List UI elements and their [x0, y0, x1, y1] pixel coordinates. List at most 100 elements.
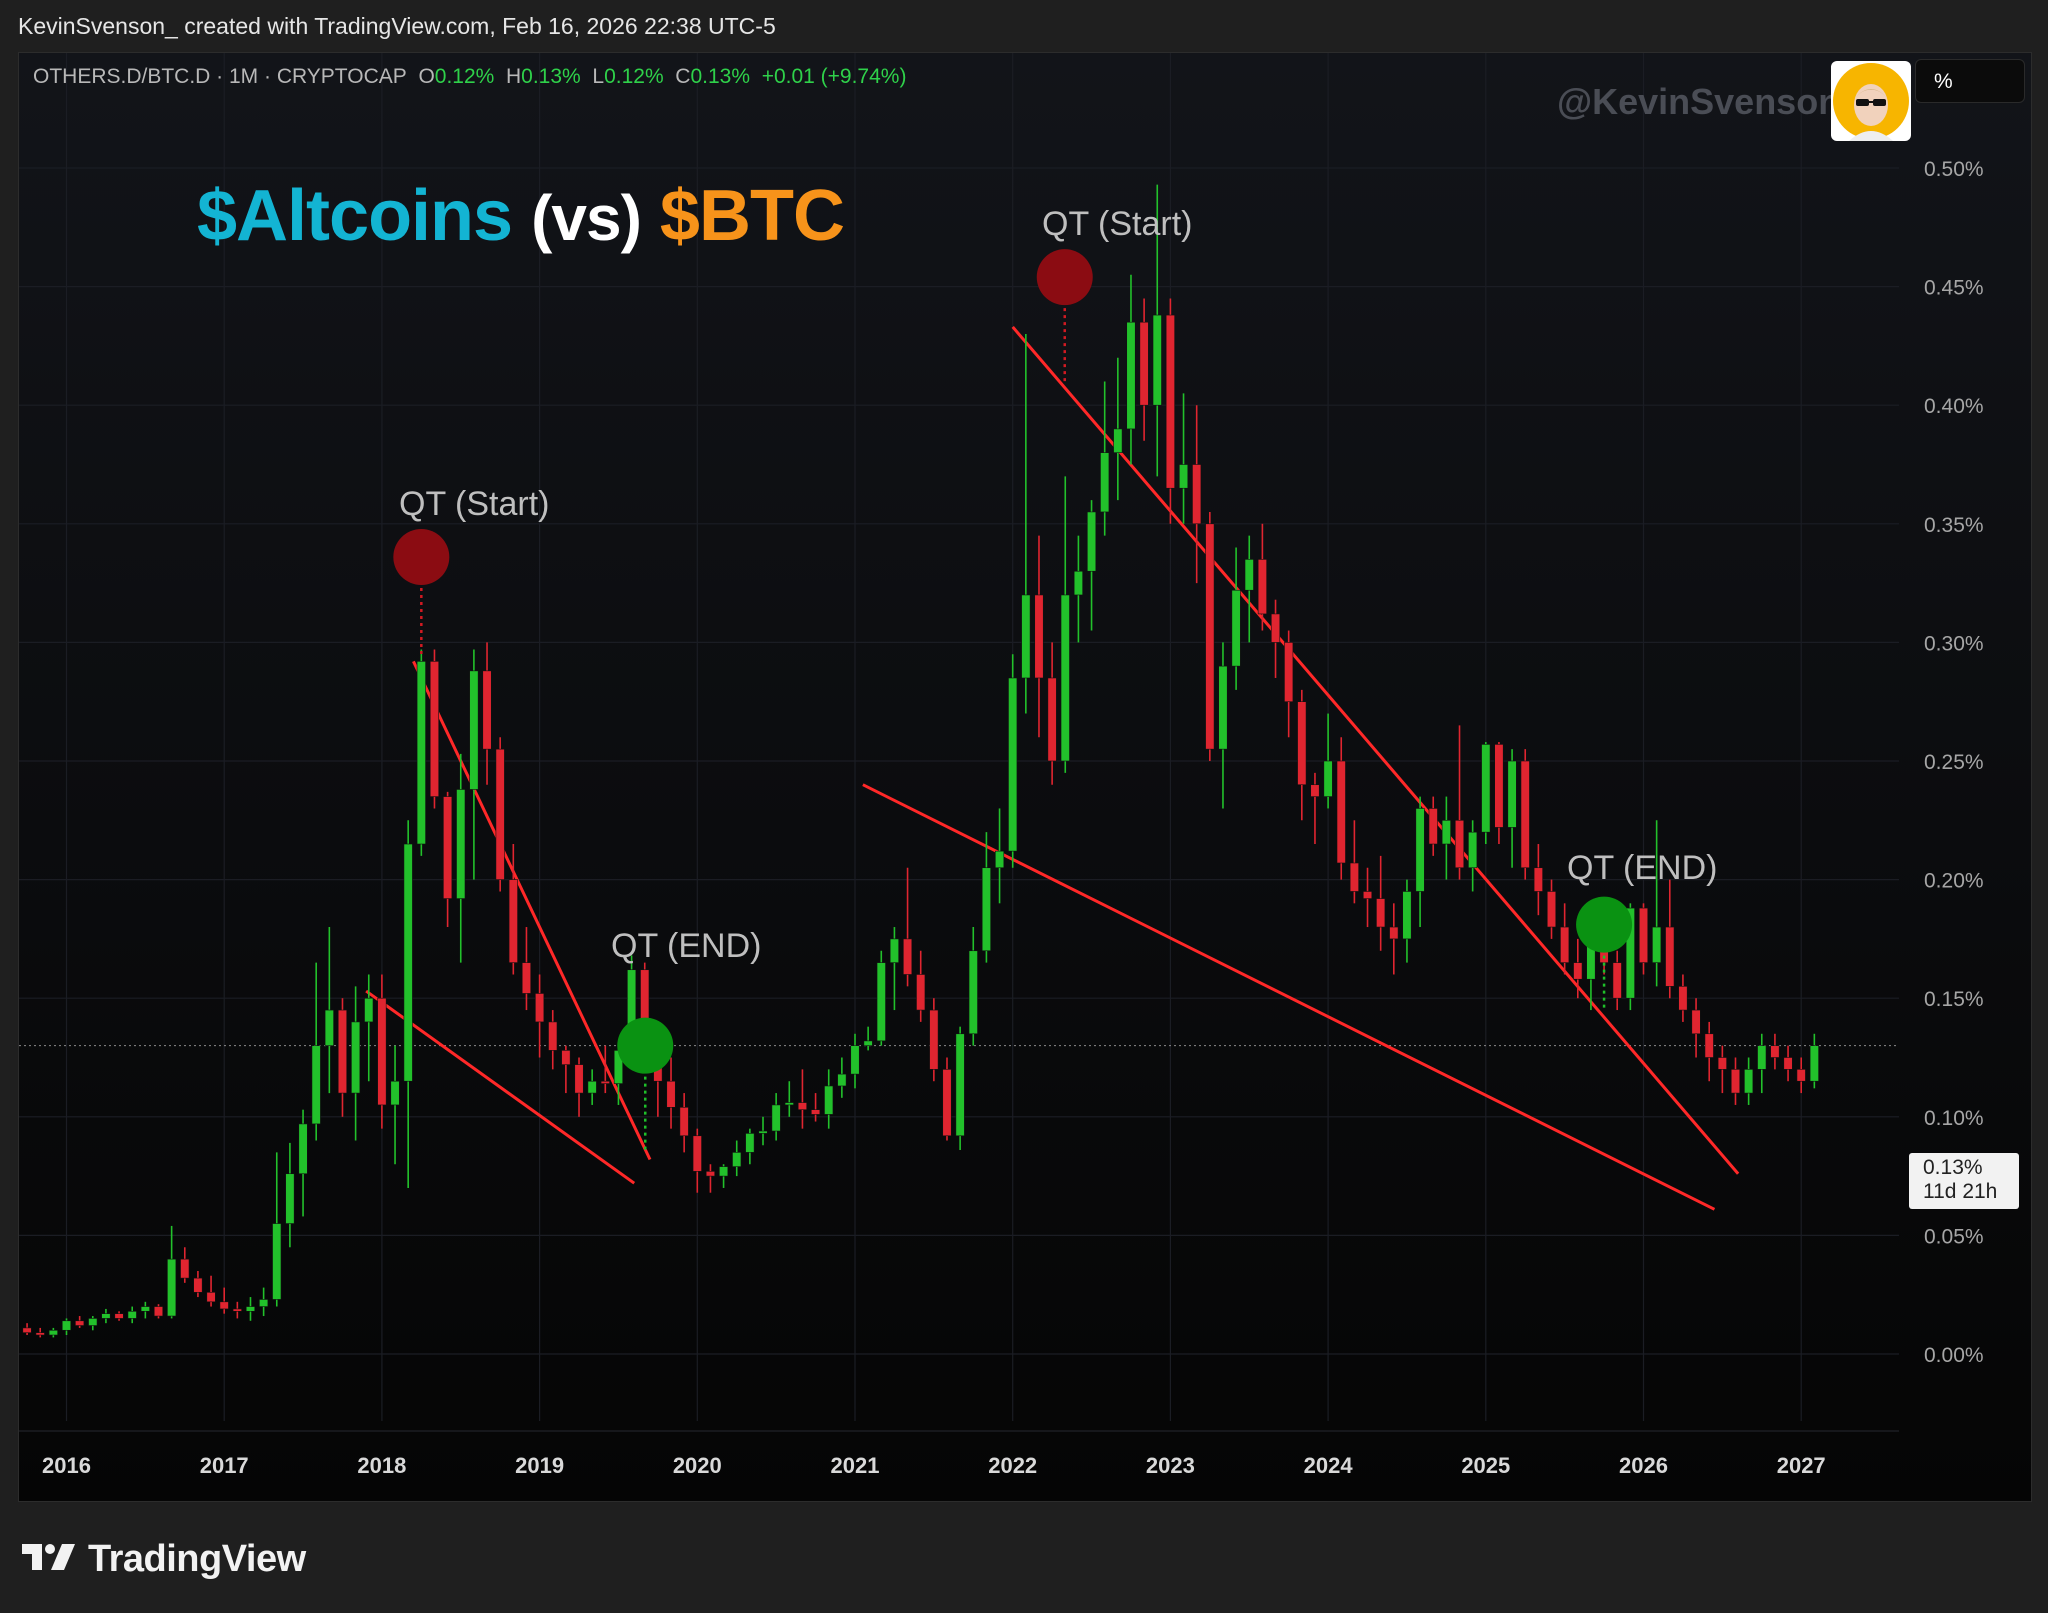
candle-body: [1507, 760, 1517, 828]
candle-body: [824, 1085, 834, 1115]
candle-body: [1389, 926, 1399, 940]
candle-body: [443, 796, 453, 899]
candle-body: [259, 1299, 269, 1307]
candle-body: [745, 1133, 755, 1153]
candle-body: [469, 670, 479, 790]
candle-body: [1139, 321, 1149, 406]
candle-body: [981, 867, 991, 952]
candle-body: [1625, 907, 1635, 999]
candle-body: [1192, 464, 1202, 525]
candle-body: [600, 1080, 610, 1084]
high-value: 0.13%: [521, 65, 581, 88]
qt-start-marker-2022: [1036, 249, 1093, 306]
candle-body: [784, 1102, 794, 1106]
symbol-info: OTHERS.D/BTC.D · 1M · CRYPTOCAP: [33, 65, 407, 88]
candle-body: [1744, 1069, 1754, 1094]
chart-panel[interactable]: 0.00% 0.05% 0.10% 0.15% 0.20% 0.25% 0.30% 0.35%…: [18, 52, 2032, 1502]
candle-body: [1533, 867, 1543, 892]
avatar: [1831, 61, 1911, 141]
candle-body: [390, 1080, 400, 1106]
candle-body: [1757, 1045, 1767, 1070]
candle-body: [1231, 589, 1241, 667]
candle-body: [416, 661, 426, 845]
candle-body: [1165, 314, 1175, 489]
candle-body: [482, 670, 492, 750]
candle-body: [1047, 677, 1057, 762]
candle-body: [811, 1109, 821, 1115]
low-value: 0.12%: [604, 65, 664, 88]
candle-body: [285, 1173, 295, 1224]
candle-body: [1178, 464, 1189, 489]
x-tick-label: 2022: [988, 1453, 1037, 1478]
trendline-upper-2018: [412, 660, 652, 1161]
y-tick-label: 0.00%: [1924, 1344, 1984, 1367]
candle-body: [1126, 321, 1136, 430]
chart-svg[interactable]: 0.00% 0.05% 0.10% 0.15% 0.20% 0.25% 0.30% 0.35%…: [19, 53, 2032, 1502]
x-tick-label: 2024: [1304, 1453, 1354, 1478]
candle-body: [35, 1332, 45, 1336]
candle-body: [1244, 559, 1254, 591]
y-tick-label: 0.05%: [1924, 1225, 1984, 1248]
candle-body: [1494, 744, 1504, 828]
candle-body: [272, 1223, 282, 1300]
change-value: +0.01 (+9.74%): [761, 65, 907, 88]
candle-body: [219, 1301, 229, 1310]
candle-body: [719, 1166, 729, 1177]
last-price-value: 0.13%: [1923, 1156, 1983, 1179]
percent-scale-button[interactable]: %: [1915, 59, 2025, 103]
candle-body: [968, 950, 978, 1035]
y-tick-label: 0.15%: [1924, 988, 1984, 1011]
candle-body: [232, 1308, 242, 1312]
candle-body: [995, 850, 1005, 869]
y-tick-label: 0.25%: [1924, 751, 1984, 774]
candle-body: [403, 843, 413, 1082]
candle-body: [456, 789, 466, 899]
candle-body: [666, 1080, 676, 1108]
annotation-qt-end-2019: QT (END): [611, 927, 762, 965]
candle-body: [1087, 511, 1097, 572]
candle-body: [127, 1311, 137, 1319]
candle-body: [245, 1306, 256, 1312]
candle-body: [1376, 898, 1386, 928]
candle-body: [1468, 831, 1478, 869]
candle-body: [337, 1009, 348, 1094]
candle-body: [955, 1033, 965, 1137]
attribution-text: KevinSvenson_ created with TradingView.c…: [18, 13, 776, 39]
y-tick-label: 0.45%: [1924, 277, 1984, 300]
candle-body: [180, 1258, 190, 1279]
candle-body: [1336, 760, 1346, 864]
candle-body: [771, 1104, 781, 1132]
candle-body: [1612, 962, 1622, 999]
candle-body: [1520, 760, 1530, 869]
x-tick-label: 2027: [1777, 1453, 1826, 1478]
annotation-qt-end-2025: QT (END): [1567, 849, 1718, 887]
candle-body: [837, 1073, 847, 1087]
title-vs: (vs): [531, 182, 642, 254]
close-value: 0.13%: [690, 65, 751, 88]
candle-body: [1060, 594, 1070, 762]
tradingview-logo-icon: [22, 1544, 75, 1570]
candle-body: [311, 1045, 321, 1125]
candle-body: [1638, 907, 1649, 963]
candle-body: [574, 1064, 584, 1094]
candle-body: [942, 1069, 952, 1137]
candle-body: [1362, 891, 1373, 899]
qt-end-marker-2019: [617, 1017, 674, 1074]
candle-body: [692, 1135, 702, 1172]
candle-body: [1152, 314, 1162, 406]
candle-body: [889, 938, 899, 963]
high-label: H: [506, 65, 522, 88]
candle-body: [1730, 1069, 1741, 1094]
candle-body: [587, 1080, 597, 1094]
x-tick-label: 2021: [831, 1453, 880, 1478]
candle-body: [1770, 1045, 1780, 1058]
candle-body: [797, 1102, 807, 1110]
candle-body: [1652, 926, 1662, 963]
candle-body: [1205, 523, 1215, 750]
candle-body: [758, 1130, 768, 1134]
candle-body: [679, 1107, 689, 1137]
candle-body: [863, 1040, 873, 1046]
x-tick-label: 2026: [1619, 1453, 1668, 1478]
x-tick-label: 2018: [357, 1453, 406, 1478]
x-tick-label: 2016: [42, 1453, 91, 1478]
